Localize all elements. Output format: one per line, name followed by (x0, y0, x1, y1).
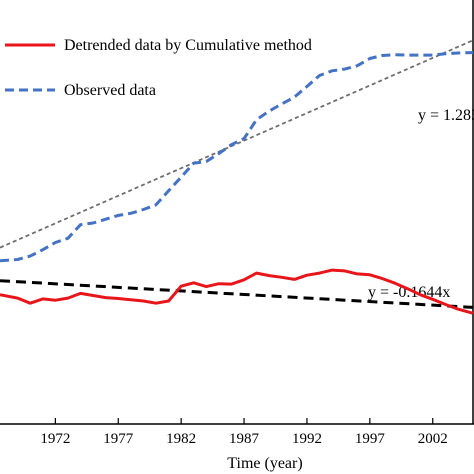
x-ticks: 1972 1977 1982 1987 1992 1997 2002 (40, 418, 448, 447)
plot-frame (0, 0, 474, 425)
trendline-equation: y = 1.2858x (418, 107, 474, 124)
x-tick-label: 1987 (229, 431, 260, 447)
x-tick-label: 1992 (292, 431, 322, 447)
legend: Detrended data by Cumulative method Obser… (5, 37, 312, 99)
x-tick-label: 1997 (355, 431, 386, 447)
x-tick-label: 2002 (418, 431, 448, 447)
x-tick-label: 1982 (166, 431, 196, 447)
trendlines: y = 1.2858x y = -0.1644x (0, 39, 474, 309)
series-lines (0, 51, 474, 315)
legend-label: Observed data (64, 82, 156, 99)
x-tick-label: 1977 (103, 431, 134, 447)
x-tick-label: 1972 (40, 431, 70, 447)
x-axis-label: Time (year) (227, 455, 302, 472)
trendline (0, 39, 474, 249)
series-line (0, 268, 474, 315)
trendline-equation: y = -0.1644x (368, 284, 450, 301)
legend-label: Detrended data by Cumulative method (64, 37, 312, 54)
